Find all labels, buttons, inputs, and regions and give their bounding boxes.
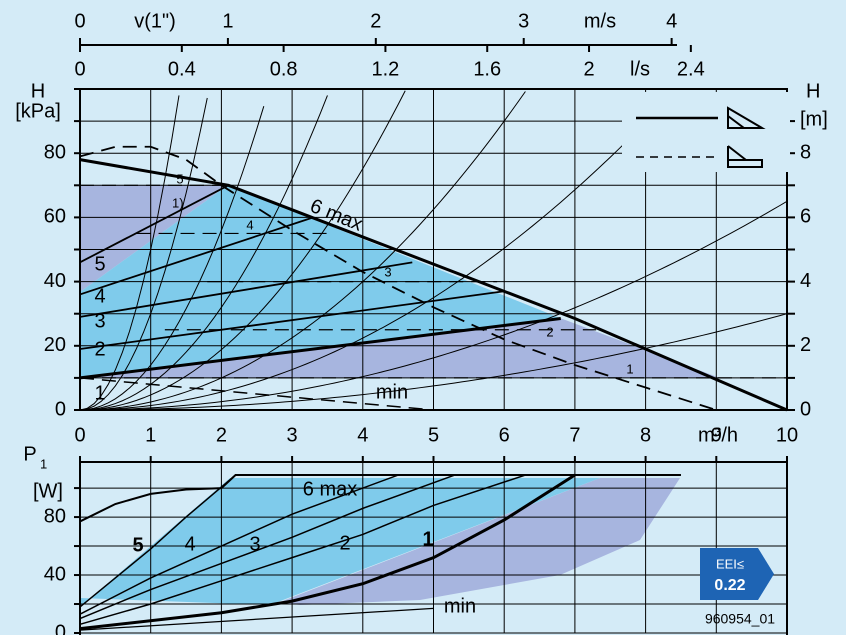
plot-frame	[79, 461, 788, 635]
curve	[79, 145, 717, 411]
y-tick-label: 80	[44, 505, 66, 527]
top-tick-label: 4	[666, 10, 677, 32]
system-curve	[79, 313, 788, 411]
curve	[79, 261, 413, 318]
curve-label: 1	[422, 528, 433, 550]
x-tick-label: 10	[776, 424, 798, 446]
x-label: m³/h	[698, 424, 738, 446]
x-tick-label: 4	[357, 424, 368, 446]
y-tick-label: 40	[44, 270, 66, 292]
badge	[700, 548, 774, 600]
curve-label: 4	[184, 533, 195, 555]
top-tick-label: 0.4	[168, 58, 196, 80]
top-tick-label: 0.8	[270, 58, 298, 80]
y-label: P	[23, 443, 36, 465]
system-curve	[79, 92, 675, 411]
top-tick-label: 1	[222, 10, 233, 32]
code: 960954_01	[705, 611, 775, 627]
y2-tick-label: 2	[800, 334, 811, 356]
x-tick-label: 3	[287, 424, 298, 446]
y-tick-label: 40	[44, 563, 66, 585]
x-tick-label: 7	[569, 424, 580, 446]
x-tick-label: 2	[216, 424, 227, 446]
x-tick-label: 6	[499, 424, 510, 446]
curve-label: 2	[339, 532, 350, 554]
curve-label: 2	[94, 338, 105, 360]
y-tick-label: 0	[55, 621, 66, 635]
legend	[622, 92, 790, 172]
curve	[79, 184, 229, 264]
system-curve	[79, 106, 265, 411]
x-tick-label: 5	[428, 424, 439, 446]
curve-label: 4	[94, 285, 105, 307]
y-tick-label: 80	[44, 141, 66, 163]
y-unit: [kPa]	[15, 100, 61, 122]
x-tick-label: 1	[145, 424, 156, 446]
curve	[79, 474, 681, 523]
curve	[79, 474, 399, 615]
system-curve	[79, 95, 180, 411]
y2-tick-label: 0	[800, 398, 811, 420]
plot-frame	[79, 88, 788, 411]
curve-label: 3	[384, 264, 391, 279]
curve-label: min	[376, 381, 408, 403]
top-axis-unit: l/s	[630, 58, 650, 80]
curve	[79, 474, 455, 620]
top-tick-label: 2	[583, 58, 594, 80]
y-label-sub: 1	[40, 456, 47, 471]
top-tick-label: 0	[74, 10, 85, 32]
curve-label: 3	[249, 533, 260, 555]
y2-tick-label: 4	[800, 270, 811, 292]
y-unit: [W]	[33, 480, 63, 502]
y2-tick-label: 6	[800, 206, 811, 228]
y-tick-label: 20	[44, 334, 66, 356]
system-curve	[79, 91, 526, 411]
shade	[280, 478, 680, 605]
curve	[79, 290, 505, 350]
x-tick-label: 9	[711, 424, 722, 446]
curve-label: 5	[132, 534, 143, 556]
curve	[79, 474, 526, 626]
curve-label: 2	[546, 324, 553, 339]
x-tick-label: 8	[640, 424, 651, 446]
shade	[80, 318, 720, 378]
top-tick-label: 3	[518, 10, 529, 32]
system-curve	[79, 97, 208, 411]
top-tick-label: 1.2	[372, 58, 400, 80]
x-tick-label: 0	[74, 424, 85, 446]
y-tick-label: 60	[44, 206, 66, 228]
y2-tick-label: 8	[800, 141, 811, 163]
top-tick-label: 0	[74, 58, 85, 80]
curve-label: min	[444, 595, 476, 617]
curve-label: 5	[94, 253, 105, 275]
y2-unit: [m]	[800, 108, 828, 130]
curve	[79, 377, 434, 411]
curve-label: 1	[94, 382, 105, 404]
y-label: H	[31, 80, 45, 102]
badge-line2: 0.22	[714, 577, 745, 594]
curve	[79, 216, 314, 296]
top-tick-label: 2.4	[677, 58, 705, 80]
top-axis-unit: m/s	[584, 10, 616, 32]
curve	[79, 158, 788, 412]
curve	[79, 473, 576, 631]
top-tick-label: 2	[370, 10, 381, 32]
system-curve	[79, 200, 788, 411]
curve-label: 6 max	[303, 478, 357, 500]
y-tick-label: 0	[55, 398, 66, 420]
curve-label: 5	[176, 171, 183, 186]
curve-label: 1	[626, 361, 633, 376]
legend-icon	[727, 145, 763, 168]
curve	[79, 474, 237, 608]
curve-label: 4	[246, 217, 253, 232]
badge-line1: EEI≤	[716, 556, 744, 571]
curve-label: 3	[94, 310, 105, 332]
y2-label: H	[806, 80, 820, 102]
curve	[79, 607, 434, 631]
legend-icon	[727, 106, 766, 129]
top-tick-label: 1.6	[473, 58, 501, 80]
top-axis-label: v(1")	[134, 10, 176, 32]
annotation: 1)	[172, 195, 184, 210]
